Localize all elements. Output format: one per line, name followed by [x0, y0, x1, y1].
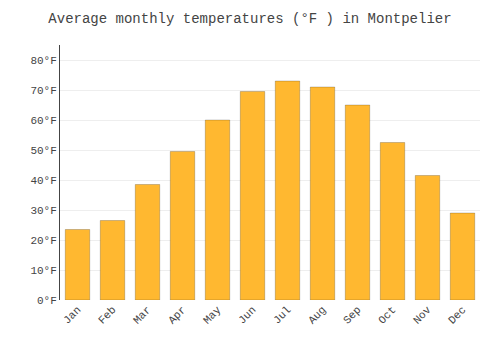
svg-text:10°F: 10°F [30, 265, 56, 277]
svg-text:70°F: 70°F [30, 85, 56, 97]
svg-text:Jul: Jul [271, 304, 293, 326]
svg-text:0°F: 0°F [37, 295, 57, 307]
svg-text:May: May [201, 304, 224, 327]
svg-text:Average monthly temperatures (: Average monthly temperatures (°F ) in Mo… [48, 11, 451, 27]
svg-text:80°F: 80°F [30, 55, 56, 67]
svg-text:Feb: Feb [96, 304, 118, 326]
svg-text:Jun: Jun [236, 304, 258, 326]
svg-text:Dec: Dec [446, 304, 468, 326]
svg-text:Sep: Sep [341, 304, 363, 326]
svg-text:Apr: Apr [166, 304, 188, 326]
svg-text:Nov: Nov [411, 304, 434, 327]
svg-text:Mar: Mar [131, 304, 153, 326]
svg-text:60°F: 60°F [30, 115, 56, 127]
svg-text:30°F: 30°F [30, 205, 56, 217]
svg-text:Oct: Oct [376, 304, 398, 326]
svg-text:20°F: 20°F [30, 235, 56, 247]
svg-text:Jan: Jan [61, 304, 83, 326]
svg-text:50°F: 50°F [30, 145, 56, 157]
svg-text:40°F: 40°F [30, 175, 56, 187]
svg-text:Aug: Aug [306, 304, 328, 326]
